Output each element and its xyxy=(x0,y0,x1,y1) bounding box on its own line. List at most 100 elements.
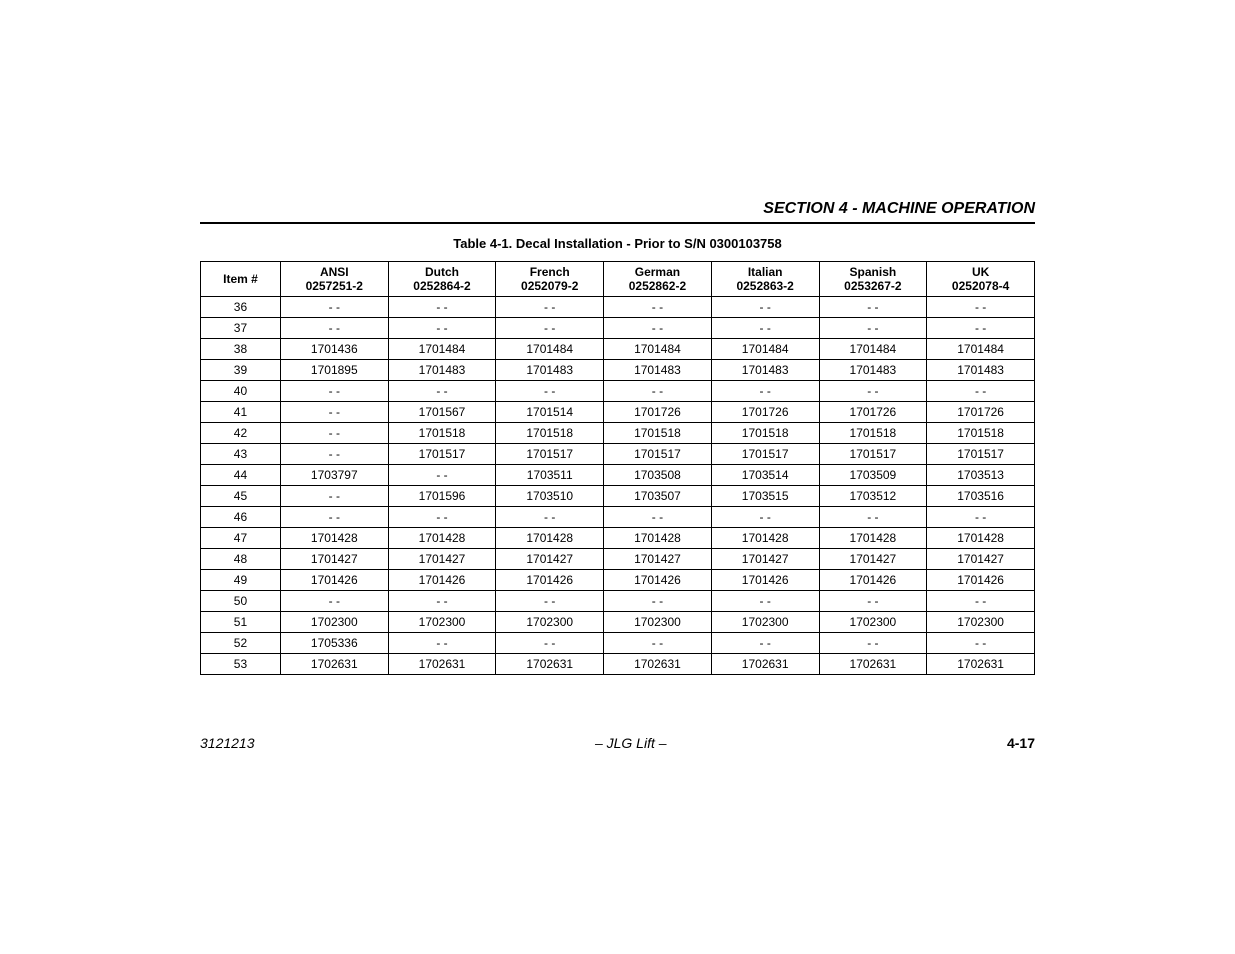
table-row: 37- -- -- -- -- -- -- - xyxy=(201,318,1035,339)
table-row: 4917014261701426170142617014261701426170… xyxy=(201,570,1035,591)
table-row: 5117023001702300170230017023001702300170… xyxy=(201,612,1035,633)
table-cell: 1701428 xyxy=(711,528,819,549)
col-header-italian: Italian 0252863-2 xyxy=(711,262,819,297)
table-cell: - - xyxy=(280,591,388,612)
table-cell: 1703509 xyxy=(819,465,927,486)
table-cell: - - xyxy=(604,507,712,528)
table-row: 43- -17015171701517170151717015171701517… xyxy=(201,444,1035,465)
table-cell: 42 xyxy=(201,423,281,444)
table-row: 441703797- -1703511170350817035141703509… xyxy=(201,465,1035,486)
table-cell: 1701428 xyxy=(927,528,1035,549)
table-cell: 1701518 xyxy=(604,423,712,444)
col-header-ansi: ANSI 0257251-2 xyxy=(280,262,388,297)
col-header-code: 0252864-2 xyxy=(395,279,490,293)
table-cell: - - xyxy=(819,591,927,612)
table-cell: - - xyxy=(388,507,496,528)
table-cell: 1701428 xyxy=(819,528,927,549)
table-cell: 1705336 xyxy=(280,633,388,654)
col-header-name: ANSI xyxy=(287,265,382,279)
table-cell: - - xyxy=(388,591,496,612)
table-cell: 1703508 xyxy=(604,465,712,486)
table-cell: 1701428 xyxy=(604,528,712,549)
table-cell: 1701427 xyxy=(711,549,819,570)
table-row: 36- -- -- -- -- -- -- - xyxy=(201,297,1035,318)
col-header-code: 0253267-2 xyxy=(826,279,921,293)
table-cell: - - xyxy=(388,633,496,654)
table-body: 36- -- -- -- -- -- -- -37- -- -- -- -- -… xyxy=(201,297,1035,675)
table-row: 4817014271701427170142717014271701427170… xyxy=(201,549,1035,570)
table-cell: 1703511 xyxy=(496,465,604,486)
table-cell: 44 xyxy=(201,465,281,486)
table-cell: 1702300 xyxy=(388,612,496,633)
table-cell: 1701426 xyxy=(819,570,927,591)
table-cell: 1702300 xyxy=(604,612,712,633)
col-header-name: Italian xyxy=(718,265,813,279)
table-cell: - - xyxy=(927,381,1035,402)
table-cell: - - xyxy=(927,591,1035,612)
table-cell: - - xyxy=(819,297,927,318)
table-cell: 1701596 xyxy=(388,486,496,507)
table-cell: 1701484 xyxy=(496,339,604,360)
table-cell: 1701726 xyxy=(711,402,819,423)
table-cell: 1702300 xyxy=(927,612,1035,633)
col-header-spanish: Spanish 0253267-2 xyxy=(819,262,927,297)
table-cell: 1701518 xyxy=(711,423,819,444)
table-cell: 1701483 xyxy=(388,360,496,381)
table-row: 40- -- -- -- -- -- -- - xyxy=(201,381,1035,402)
table-cell: 1701483 xyxy=(496,360,604,381)
table-cell: 53 xyxy=(201,654,281,675)
table-cell: 1702631 xyxy=(604,654,712,675)
table-cell: 46 xyxy=(201,507,281,528)
col-header-code: 0252863-2 xyxy=(718,279,813,293)
table-cell: 1702631 xyxy=(819,654,927,675)
table-cell: - - xyxy=(711,633,819,654)
table-cell: 37 xyxy=(201,318,281,339)
table-cell: - - xyxy=(927,318,1035,339)
footer-page-number: 4-17 xyxy=(1007,735,1035,751)
table-cell: 43 xyxy=(201,444,281,465)
table-cell: 1702631 xyxy=(388,654,496,675)
table-cell: - - xyxy=(280,297,388,318)
table-row: 3817014361701484170148417014841701484170… xyxy=(201,339,1035,360)
table-cell: 40 xyxy=(201,381,281,402)
table-cell: 52 xyxy=(201,633,281,654)
table-cell: - - xyxy=(819,633,927,654)
table-cell: 1701518 xyxy=(496,423,604,444)
table-row: 41- -17015671701514170172617017261701726… xyxy=(201,402,1035,423)
col-header-uk: UK 0252078-4 xyxy=(927,262,1035,297)
footer-doc-number: 3121213 xyxy=(200,735,255,751)
table-cell: - - xyxy=(496,507,604,528)
footer-center-text: – JLG Lift – xyxy=(200,735,1035,751)
table-cell: 1701426 xyxy=(388,570,496,591)
table-cell: - - xyxy=(604,633,712,654)
table-cell: 1701517 xyxy=(604,444,712,465)
table-cell: 38 xyxy=(201,339,281,360)
table-cell: - - xyxy=(604,318,712,339)
table-cell: 1701428 xyxy=(496,528,604,549)
table-cell: 1701484 xyxy=(604,339,712,360)
table-cell: 51 xyxy=(201,612,281,633)
table-row: 5317026311702631170263117026311702631170… xyxy=(201,654,1035,675)
table-cell: - - xyxy=(711,381,819,402)
table-cell: - - xyxy=(604,591,712,612)
table-cell: 47 xyxy=(201,528,281,549)
table-cell: - - xyxy=(496,381,604,402)
table-cell: 41 xyxy=(201,402,281,423)
table-cell: 39 xyxy=(201,360,281,381)
col-header-name: UK xyxy=(933,265,1028,279)
table-cell: 36 xyxy=(201,297,281,318)
table-cell: - - xyxy=(711,318,819,339)
table-cell: 1702300 xyxy=(280,612,388,633)
col-header-code: 0252862-2 xyxy=(610,279,705,293)
table-cell: 1703510 xyxy=(496,486,604,507)
table-header-row: Item # ANSI 0257251-2 Dutch 0252864-2 Fr… xyxy=(201,262,1035,297)
page-footer: 3121213 4-17 – JLG Lift – xyxy=(200,735,1035,751)
table-cell: 1701518 xyxy=(927,423,1035,444)
table-cell: 1701427 xyxy=(604,549,712,570)
table-cell: 1701895 xyxy=(280,360,388,381)
table-cell: 1701518 xyxy=(388,423,496,444)
table-cell: 1703516 xyxy=(927,486,1035,507)
table-cell: 1701483 xyxy=(604,360,712,381)
table-cell: - - xyxy=(604,297,712,318)
col-header-french: French 0252079-2 xyxy=(496,262,604,297)
